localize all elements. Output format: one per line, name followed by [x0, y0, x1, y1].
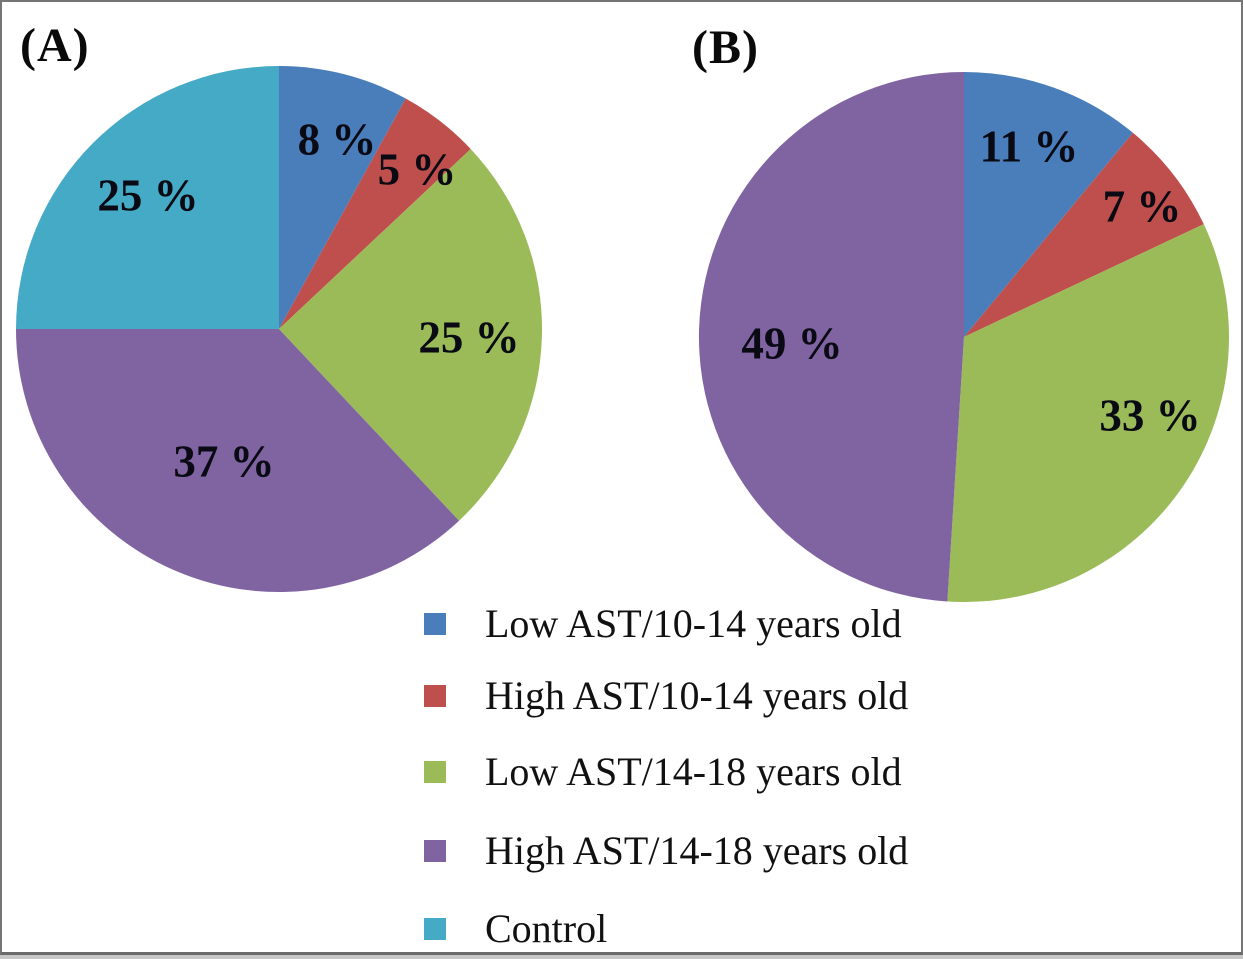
pie-a-data-label-3: 37 %: [173, 436, 275, 487]
pie-b-data-label-0: 11 %: [979, 121, 1079, 172]
legend-label: Control: [485, 906, 608, 951]
legend-item: Control: [424, 907, 607, 951]
pie-a-slice-2: [279, 148, 543, 521]
legend-item: High AST/10-14 years old: [424, 674, 908, 718]
pie-b-data-label-1: 7 %: [1102, 181, 1182, 232]
pie-a-data-label-2: 25 %: [418, 312, 520, 363]
pie-a-data-label-1: 5 %: [377, 144, 457, 195]
legend-label: Low AST/10-14 years old: [485, 601, 902, 646]
legend-label: High AST/14-18 years old: [485, 828, 909, 873]
legend-label: High AST/10-14 years old: [485, 673, 909, 718]
legend-swatch-icon: [424, 613, 446, 635]
legend-label: Low AST/14-18 years old: [485, 749, 902, 794]
legend-swatch-icon: [424, 918, 446, 940]
legend-item: Low AST/10-14 years old: [424, 602, 902, 646]
pie-b-slice-2: [947, 224, 1230, 603]
legend-swatch-icon: [424, 840, 446, 862]
pie-a-data-label-0: 8 %: [297, 114, 377, 165]
panel-label-b: (B): [692, 21, 759, 74]
legend-swatch-icon: [424, 685, 446, 707]
legend-item: Low AST/14-18 years old: [424, 750, 902, 794]
legend-swatch-icon: [424, 761, 446, 783]
pie-b-data-label-3: 49 %: [741, 318, 843, 369]
pie-a-data-label-4: 25 %: [97, 170, 199, 221]
pie-b-slice-3: [698, 71, 964, 602]
pie-a-slice-4: [16, 66, 279, 329]
pie-a-slice-1: [279, 98, 471, 329]
pie-a-slice-3: [15, 329, 460, 593]
pie-a-slice-0: [279, 66, 406, 329]
pie-b-data-label-2: 33 %: [1099, 390, 1201, 441]
legend-item: High AST/14-18 years old: [424, 829, 908, 873]
pie-b-slice-1: [964, 132, 1204, 337]
pie-b-slice-0: [964, 72, 1133, 337]
panel-label-a: (A): [20, 19, 90, 72]
